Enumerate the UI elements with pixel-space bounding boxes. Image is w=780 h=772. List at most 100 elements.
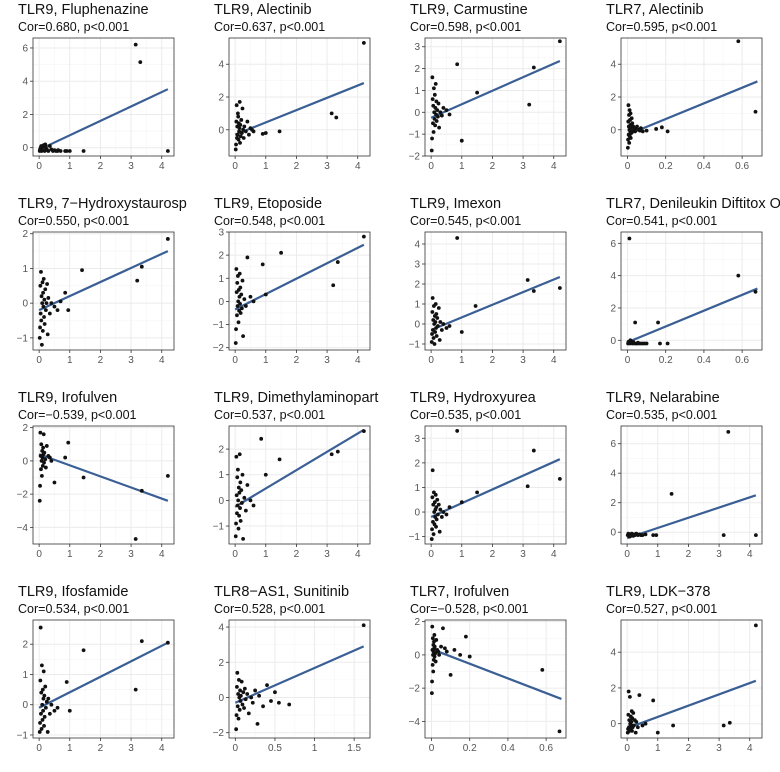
data-point xyxy=(40,455,45,460)
data-point xyxy=(433,123,438,128)
panel-border xyxy=(620,231,763,351)
scatter-panel: TLR9, Irofulven Cor=−0.539, p<0.001 0 1 2 3 4 −… xyxy=(17,390,175,560)
data-point xyxy=(38,720,42,725)
x-tick-label: 0 xyxy=(232,549,238,560)
data-point xyxy=(637,693,642,697)
data-point xyxy=(235,511,239,516)
scatter-panel: TLR8−AS1, Sunitinib Cor=0.528, p<0.001 0 0.… xyxy=(213,584,371,754)
scatter-panel: TLR7, Alectinib Cor=0.595, p<0.001 0 0.2 0.4… xyxy=(606,2,763,172)
y-tick-label: −2 xyxy=(17,490,29,501)
data-point xyxy=(444,326,449,330)
plot-background xyxy=(425,426,566,544)
panel-correlation-label: Cor=0.680, p<0.001 xyxy=(18,20,129,34)
scatter-panel: TLR9, Carmustine Cor=0.598, p<0.001 0 1 2 3 4 −… xyxy=(409,2,567,172)
y-tick-label: 2 xyxy=(22,423,28,434)
data-point xyxy=(665,341,670,346)
plot-background xyxy=(33,426,174,544)
data-point xyxy=(45,730,50,734)
data-point xyxy=(432,342,437,346)
x-tick-label: 0 xyxy=(233,743,239,754)
panel-correlation-label: Cor=0.548, p<0.001 xyxy=(214,214,325,228)
x-tick-label: 4 xyxy=(159,161,165,172)
data-point xyxy=(55,705,60,710)
panel-border xyxy=(32,425,175,545)
panel-title: TLR9, Dimethylaminopart xyxy=(214,390,378,406)
panel-correlation-label: Cor=0.637, p<0.001 xyxy=(214,20,325,34)
data-point xyxy=(238,140,242,145)
x-tick-label: 0 xyxy=(36,355,42,366)
scatter-panel: TLR9, Hydroxyurea Cor=0.535, p<0.001 0 1 2 3 4… xyxy=(409,390,567,560)
panel-title: TLR9, Imexon xyxy=(410,196,501,212)
data-point xyxy=(52,304,57,309)
panel-correlation-label: Cor=−0.528, p<0.001 xyxy=(410,602,529,616)
data-point xyxy=(39,342,44,347)
x-tick-label: 2 xyxy=(98,355,104,366)
data-point xyxy=(261,704,265,709)
panel-correlation-label: Cor=0.595, p<0.001 xyxy=(606,20,717,34)
data-point xyxy=(234,103,239,108)
data-point xyxy=(439,113,444,118)
data-point xyxy=(236,320,241,325)
panel-title: TLR9, Nelarabine xyxy=(606,390,720,406)
scatter-panel: TLR7, Denileukin Diftitox O Cor=0.541, p<… xyxy=(606,196,780,366)
data-point xyxy=(629,720,634,724)
regression-line xyxy=(626,679,757,730)
data-point xyxy=(39,294,44,299)
data-point xyxy=(644,341,649,346)
scatter-panel: TLR9, Ifosfamide Cor=0.534, p<0.001 0 1 2 3 4 −… xyxy=(17,584,175,754)
data-point xyxy=(41,290,46,295)
scatter-panel: TLR9, Fluphenazine Cor=0.680, p<0.001 0 1 2 3… xyxy=(18,2,175,172)
x-tick-label: 0 xyxy=(428,355,434,366)
data-point xyxy=(234,713,239,718)
y-tick-label: −1 xyxy=(17,730,29,741)
data-point xyxy=(432,500,437,505)
data-point xyxy=(80,268,84,273)
panel-title: TLR7, Denileukin Diftitox O xyxy=(606,196,780,212)
y-tick-label: 1 xyxy=(22,670,28,681)
plot-background xyxy=(621,620,762,738)
data-point xyxy=(39,318,44,323)
data-point xyxy=(46,696,51,701)
y-tick-label: −1 xyxy=(409,532,421,543)
plot-background xyxy=(33,620,174,738)
data-point xyxy=(430,332,434,336)
data-point xyxy=(629,116,634,121)
data-point xyxy=(237,129,242,134)
data-point xyxy=(361,234,366,239)
x-tick-label: 3 xyxy=(324,355,330,366)
data-point xyxy=(475,90,480,95)
data-point xyxy=(246,711,251,716)
x-tick-label: 0.4 xyxy=(697,161,711,172)
x-tick-label: 3 xyxy=(716,549,722,560)
data-point xyxy=(433,659,438,664)
panel-border xyxy=(424,619,567,739)
data-point xyxy=(238,122,243,127)
data-point xyxy=(334,115,339,120)
data-point xyxy=(455,236,460,240)
data-point xyxy=(432,654,437,659)
x-tick-label: 1 xyxy=(459,549,465,560)
y-tick-label: −1 xyxy=(17,333,29,344)
data-point xyxy=(238,506,242,510)
data-point xyxy=(40,301,45,306)
data-point xyxy=(669,491,674,496)
x-tick-label: 0.2 xyxy=(463,743,477,754)
data-point xyxy=(435,316,440,320)
scatter-panel: TLR9, Dimethylaminopart Cor=0.537, p<0.00… xyxy=(213,390,379,560)
x-tick-label: 1 xyxy=(263,161,269,172)
data-point xyxy=(250,700,255,705)
data-point xyxy=(441,106,446,110)
data-point xyxy=(42,460,46,465)
data-point xyxy=(654,127,659,131)
data-point xyxy=(133,537,138,541)
data-point xyxy=(63,455,68,460)
data-point xyxy=(721,723,726,728)
data-point xyxy=(253,688,258,693)
data-point xyxy=(251,129,256,134)
data-point xyxy=(557,476,562,481)
data-point xyxy=(42,450,47,455)
x-tick-label: 3 xyxy=(716,743,722,754)
x-tick-label: 3 xyxy=(128,743,134,754)
data-point xyxy=(654,533,659,538)
data-point xyxy=(437,338,442,342)
